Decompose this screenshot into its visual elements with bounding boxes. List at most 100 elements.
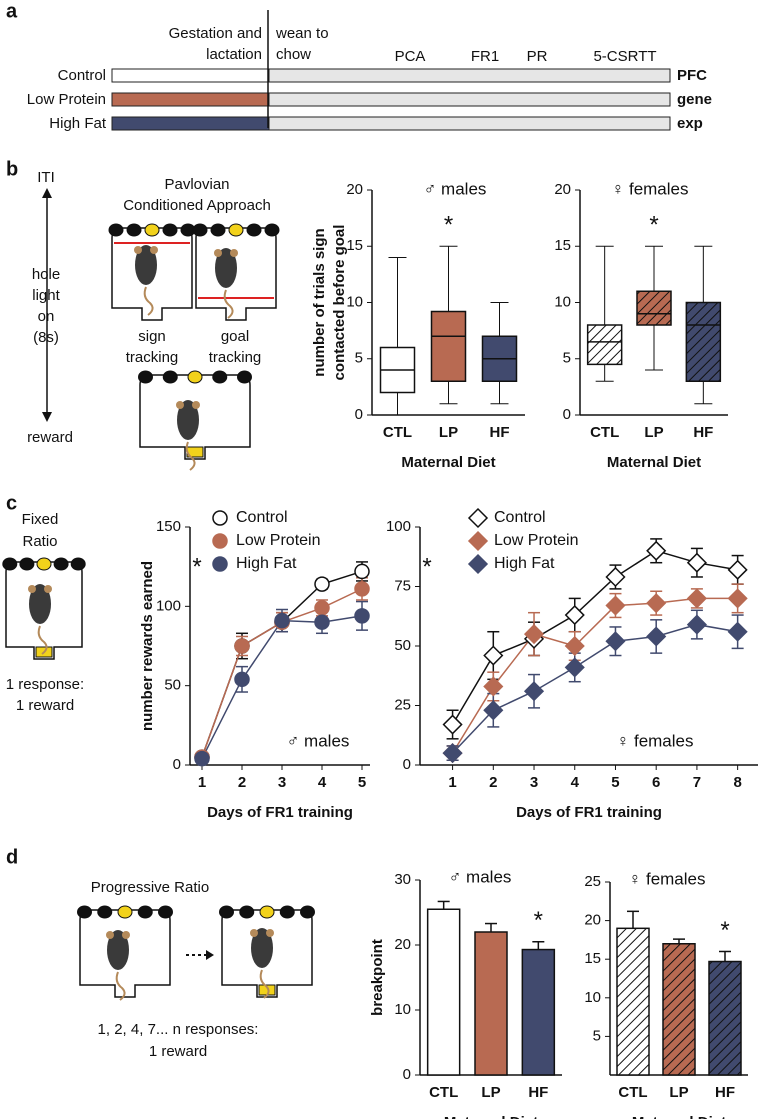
schematic-label: Fixed: [22, 511, 59, 528]
mouse-ear: [250, 929, 258, 937]
x-axis-label: Maternal Diet: [401, 454, 495, 471]
timeline-header: wean to: [275, 25, 329, 42]
y-tick-label: 0: [563, 406, 571, 423]
y-tick-label: 25: [584, 873, 601, 890]
chamber: [138, 370, 252, 471]
mouse: [135, 245, 157, 285]
chart-title: ♂ males: [449, 867, 512, 886]
nose-poke: [97, 905, 113, 919]
nose-poke: [210, 223, 226, 237]
nose-poke: [144, 223, 160, 237]
x-tick-label: 1: [198, 774, 206, 791]
series-line: [201, 570, 363, 758]
y-tick-label: 0: [403, 756, 411, 773]
schematic-label: 1 response:: [6, 676, 84, 693]
nose-poke: [70, 557, 86, 571]
marker: [442, 714, 463, 735]
marker: [354, 581, 370, 597]
nose-poke: [108, 223, 124, 237]
y-axis-label: breakpoint: [369, 939, 386, 1016]
legend-label: Low Protein: [236, 532, 321, 549]
mouse-ear: [192, 401, 200, 409]
group-label: Control: [58, 67, 106, 84]
marker: [646, 593, 667, 614]
nose-poke: [19, 557, 35, 571]
schematic-label: ITI: [37, 169, 55, 186]
stage-label: 5-CSRTT: [593, 48, 656, 65]
x-tick-label: HF: [715, 1084, 735, 1101]
nose-poke: [300, 905, 315, 919]
x-tick-label: 5: [611, 774, 619, 791]
nose-poke: [279, 905, 295, 919]
nose-poke: [138, 370, 153, 384]
x-axis-label: Maternal Diet: [444, 1114, 538, 1119]
timeline-bar: [111, 116, 270, 131]
marker: [605, 566, 626, 588]
marker: [194, 750, 210, 767]
x-tick-label: LP: [669, 1084, 688, 1101]
schematic-label: Ratio: [22, 533, 57, 550]
box: [636, 290, 672, 326]
y-axis-label: number rewards earned: [139, 561, 156, 731]
x-tick-label: 7: [693, 774, 701, 791]
mouse-ear: [122, 931, 130, 939]
nose-poke: [237, 370, 252, 384]
marker: [727, 559, 748, 580]
annotation: *: [444, 212, 453, 239]
y-tick-label: 75: [394, 577, 411, 594]
stage-label: PCA: [395, 48, 426, 65]
annotation: *: [192, 553, 201, 580]
schematic-label: 1, 2, 4, 7... n responses:: [98, 1021, 259, 1038]
mouse-tail: [37, 625, 48, 655]
y-tick-label: 5: [355, 350, 363, 367]
annotation: *: [534, 907, 543, 934]
bar: [521, 948, 556, 1076]
bar: [662, 943, 696, 1076]
legend-marker: [467, 553, 489, 575]
marker: [483, 700, 504, 721]
mouse: [251, 928, 273, 968]
legend-label: Control: [236, 509, 288, 526]
panel-label: d: [6, 846, 18, 868]
nose-poke: [53, 557, 69, 571]
nose-poke: [264, 223, 280, 237]
x-tick-label: LP: [481, 1084, 500, 1101]
timeline-header: chow: [276, 46, 311, 63]
legend-label: High Fat: [236, 555, 297, 572]
x-tick-label: CTL: [590, 424, 619, 441]
annotation: *: [720, 917, 729, 944]
annotation: *: [422, 553, 431, 580]
legend-marker: [212, 556, 228, 572]
mouse-ear: [106, 931, 114, 939]
y-tick-label: 25: [394, 696, 411, 713]
mouse-ear: [266, 929, 274, 937]
y-tick-label: 10: [584, 989, 601, 1006]
mouse-ear: [134, 246, 142, 254]
bar: [708, 960, 742, 1076]
arrow-head: [42, 188, 52, 198]
y-axis-label: number of trials sign: [311, 228, 328, 376]
schematic-label: on: [38, 308, 55, 325]
y-tick-label: 50: [394, 637, 411, 654]
y-tick-label: 150: [156, 518, 181, 535]
marker: [354, 608, 370, 624]
timeline-right-label: PFC: [677, 67, 707, 84]
x-tick-label: 4: [571, 774, 580, 791]
marker: [523, 624, 545, 645]
chart-title: ♂ males: [287, 731, 350, 750]
y-tick-label: 10: [394, 1001, 411, 1018]
nose-poke: [162, 370, 178, 384]
panel-label: b: [6, 158, 18, 180]
chart-title: ♂ males: [424, 179, 487, 198]
chart-title: ♀ females: [629, 869, 706, 888]
timeline-right-label: gene: [677, 91, 712, 108]
y-tick-label: 20: [346, 181, 363, 198]
legend-label: Control: [494, 509, 546, 526]
x-tick-label: HF: [528, 1084, 548, 1101]
bar: [426, 908, 461, 1076]
nose-poke: [158, 905, 173, 919]
schematic-label: reward: [27, 429, 73, 446]
arrow-head: [42, 412, 52, 422]
x-tick-label: 3: [530, 774, 538, 791]
